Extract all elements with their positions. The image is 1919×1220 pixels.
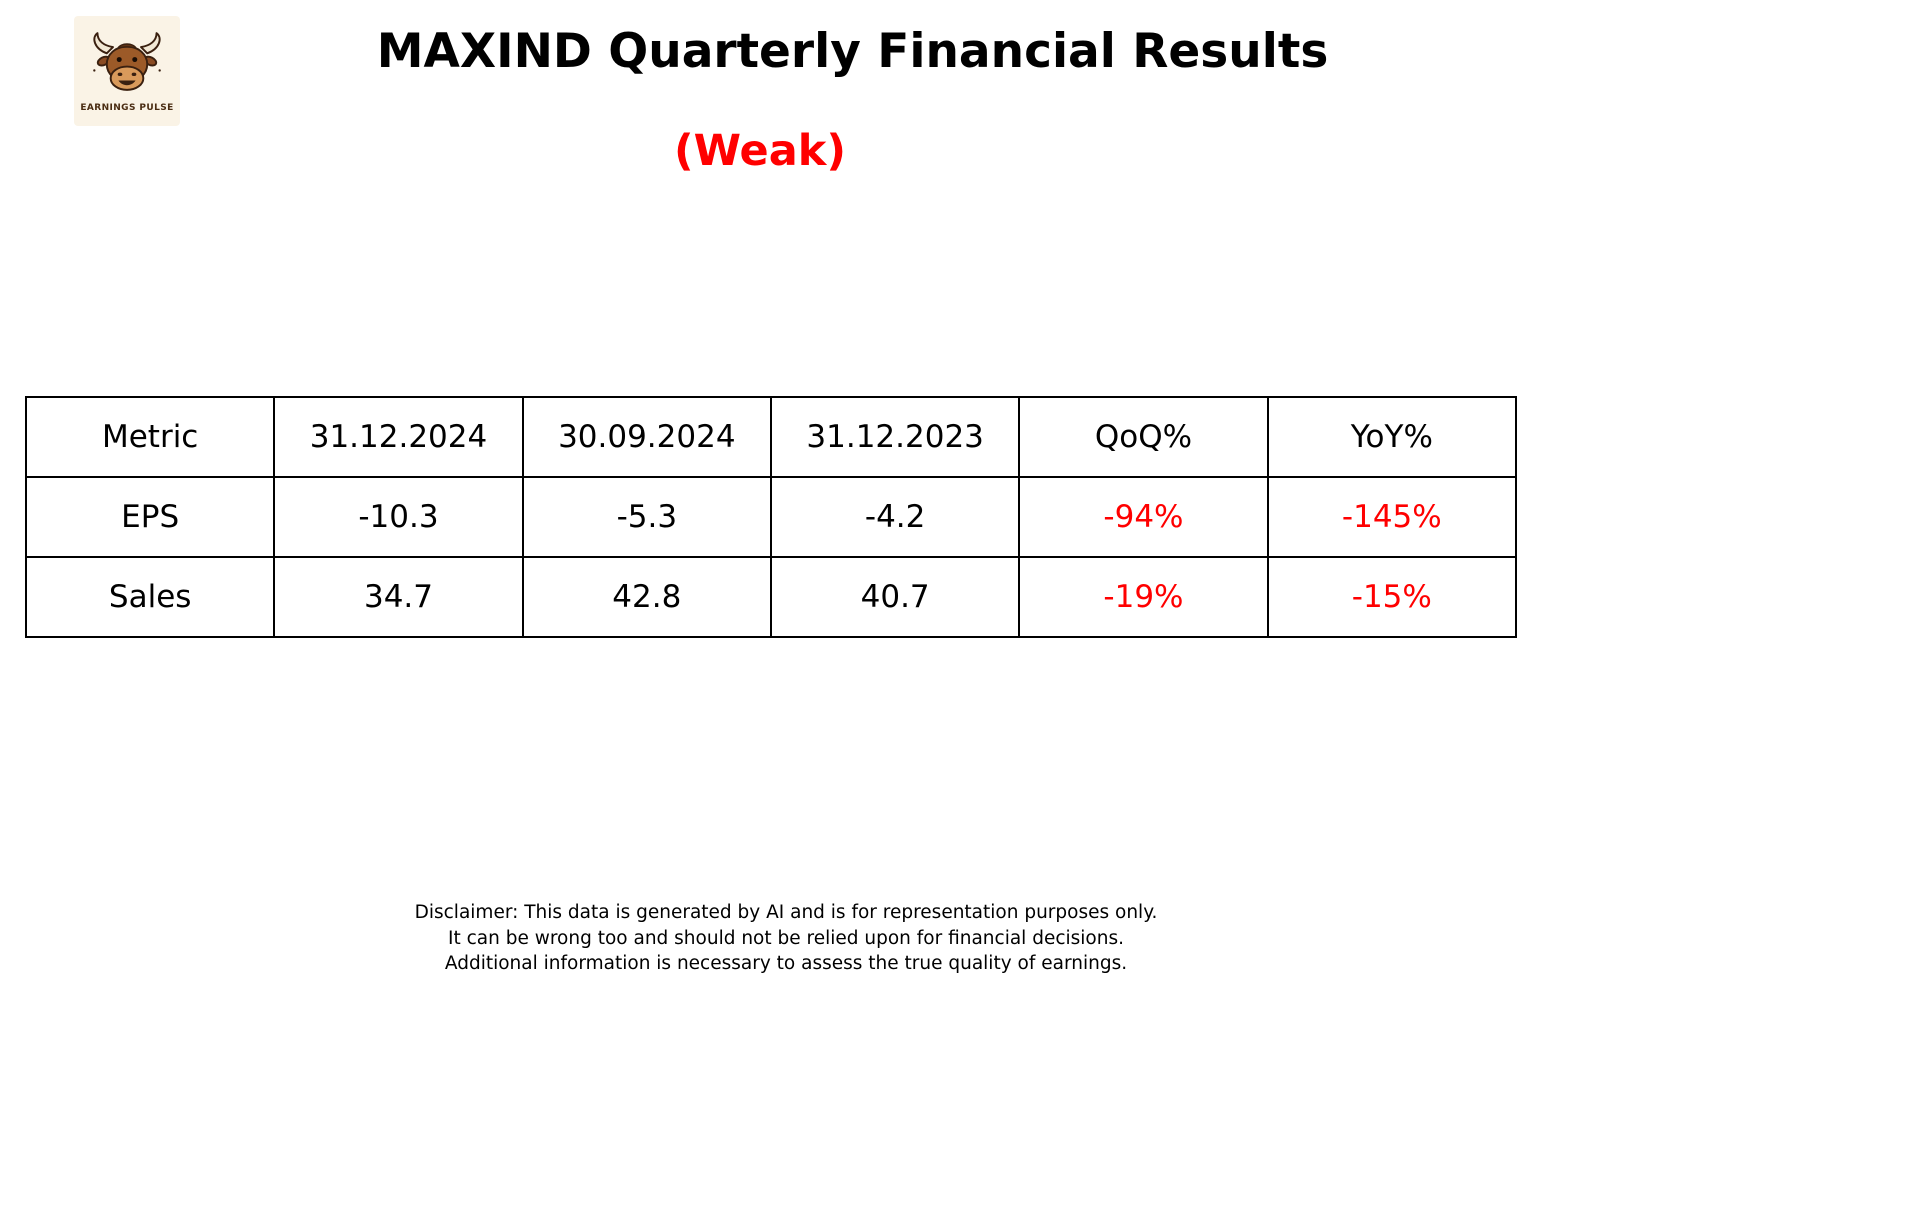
table-cell: -4.2	[769, 476, 1021, 558]
table-cell: -5.3	[521, 476, 772, 558]
table-cell: 34.7	[273, 556, 524, 638]
table-cell: 40.7	[769, 556, 1021, 638]
table-cell-qoq: -94%	[1018, 476, 1269, 558]
table-row-eps: EPS -10.3 -5.3 -4.2 -94% -145%	[24, 476, 1518, 558]
disclaimer-line-1: Disclaimer: This data is generated by AI…	[414, 902, 1158, 923]
disclaimer: Disclaimer: This data is generated by AI…	[0, 900, 1572, 977]
table-header-cell: 31.12.2024	[273, 396, 524, 478]
logo: EARNINGS PULSE	[74, 16, 180, 126]
table-cell: -10.3	[273, 476, 524, 558]
table-cell: 42.8	[521, 556, 772, 638]
disclaimer-line-2: It can be wrong too and should not be re…	[448, 927, 1124, 949]
table-header-cell: 30.09.2024	[521, 396, 772, 478]
metric-label: EPS	[24, 476, 276, 558]
verdict-label: (Weak)	[674, 126, 846, 176]
logo-brand: EARNINGS PULSE	[80, 102, 174, 113]
table-header-cell: QoQ%	[1018, 396, 1269, 478]
metric-label: Sales	[24, 556, 276, 638]
results-table: Metric 31.12.2024 30.09.2024 31.12.2023 …	[24, 396, 1518, 638]
table-header-cell: 31.12.2023	[769, 396, 1021, 478]
table-header-cell: Metric	[24, 396, 276, 478]
bull-icon	[88, 30, 166, 100]
table-header-row: Metric 31.12.2024 30.09.2024 31.12.2023 …	[24, 396, 1518, 478]
table-cell-yoy: -145%	[1266, 476, 1518, 558]
table-cell-yoy: -15%	[1266, 556, 1518, 638]
disclaimer-line-3: Additional information is necessary to a…	[444, 953, 1128, 975]
table-row-sales: Sales 34.7 42.8 40.7 -19% -15%	[24, 556, 1518, 638]
table-cell-qoq: -19%	[1018, 556, 1269, 638]
page-title: MAXIND Quarterly Financial Results	[376, 24, 1329, 79]
table-header-cell: YoY%	[1266, 396, 1518, 478]
